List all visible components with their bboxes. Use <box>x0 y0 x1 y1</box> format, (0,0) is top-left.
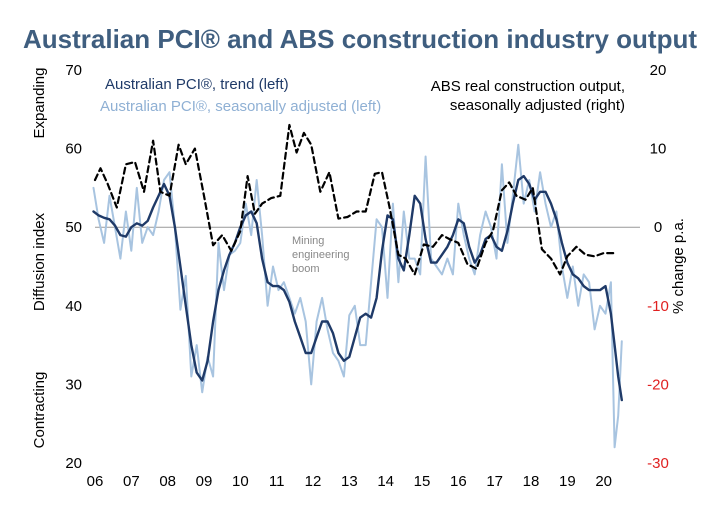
left-tick-label: 20 <box>65 455 82 472</box>
right-tick-label: 0 <box>654 219 662 236</box>
x-tick-label: 18 <box>523 473 540 490</box>
ticks-layer: 20 30 40 50 60 70 -30 -20 -10 0 10 20 06 07 08 09 10 11 12… <box>65 62 669 490</box>
x-tick-label: 16 <box>450 473 467 490</box>
x-tick-label: 14 <box>377 473 394 490</box>
x-tick-label: 17 <box>486 473 503 490</box>
x-tick-label: 20 <box>595 473 612 490</box>
x-tick-label: 07 <box>123 473 140 490</box>
legend-abs-output-line-2: seasonally adjusted (right) <box>450 97 625 114</box>
x-tick-label: 08 <box>159 473 176 490</box>
series-layer <box>92 123 623 449</box>
right-tick-label: -30 <box>647 455 669 472</box>
x-tick-label: 13 <box>341 473 358 490</box>
right-tick-label: -10 <box>647 298 669 315</box>
annotation-mining-boom: Mining engineering boom <box>292 235 353 275</box>
left-tick-label: 70 <box>65 62 82 79</box>
x-tick-label: 11 <box>269 473 285 490</box>
expanding-label: Expanding <box>31 68 48 139</box>
left-axis-label: Diffusion index <box>31 212 48 311</box>
annotation-line-1: Mining <box>292 235 324 247</box>
right-tick-label: 20 <box>650 62 667 79</box>
legend-trend: Australian PCI®, trend (left) <box>105 76 289 93</box>
left-tick-label: 60 <box>65 141 82 158</box>
left-tick-label: 40 <box>65 298 82 315</box>
x-tick-label: 15 <box>414 473 431 490</box>
left-tick-label: 50 <box>65 219 82 236</box>
annotation-line-3: boom <box>292 263 320 275</box>
right-tick-label: 10 <box>650 141 667 158</box>
legend-abs-output-line-1: ABS real construction output, <box>431 78 625 95</box>
right-tick-label: -20 <box>647 376 669 393</box>
legend-abs-output: ABS real construction output, seasonally … <box>431 78 625 114</box>
annotation-line-2: engineering <box>292 249 350 261</box>
legend-seasonally-adjusted: Australian PCI®, seasonally adjusted (le… <box>100 98 381 115</box>
series-line-1 <box>92 174 623 402</box>
contracting-label: Contracting <box>31 372 48 449</box>
series-line-0 <box>92 143 623 449</box>
x-tick-label: 19 <box>559 473 576 490</box>
x-tick-label: 12 <box>305 473 322 490</box>
x-tick-label: 06 <box>87 473 104 490</box>
x-tick-label: 09 <box>196 473 213 490</box>
left-tick-label: 30 <box>65 376 82 393</box>
chart-title: Australian PCI® and ABS construction ind… <box>23 24 697 54</box>
series-line-2 <box>93 123 616 276</box>
x-tick-label: 10 <box>232 473 249 490</box>
right-axis-label: % change p.a. <box>670 218 687 314</box>
